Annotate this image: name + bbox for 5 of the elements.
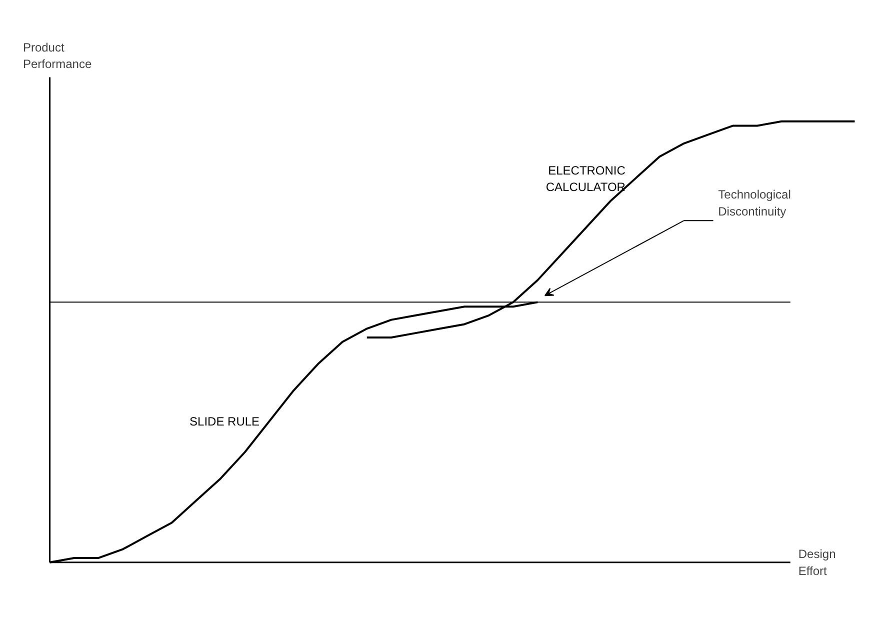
series-label: ELECTRONIC CALCULATOR bbox=[546, 163, 626, 194]
annotation: Technological Discontinuity bbox=[718, 188, 791, 218]
y-axis-title: Product Performance bbox=[22, 40, 92, 72]
x-axis-title: Design Effort bbox=[798, 546, 836, 578]
series-label: SLIDE RULE bbox=[190, 414, 260, 428]
